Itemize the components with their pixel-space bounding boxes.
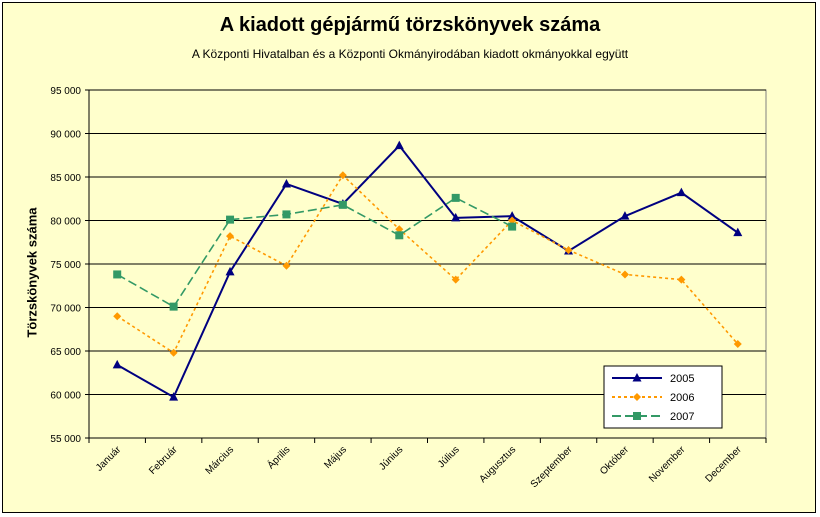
x-tick-label: Április [264,443,292,471]
y-tick-label: 80 000 [50,217,81,228]
data-point-2006 [733,340,742,349]
x-tick-label: Szeptember [529,444,575,490]
data-point-2006 [508,216,517,225]
y-tick-label: 60 000 [50,391,81,402]
legend-marker-2005 [632,373,642,382]
data-point-2007 [169,302,178,311]
data-point-2005 [281,178,291,188]
data-point-2007 [113,270,122,279]
x-tick-label: Január [94,444,124,474]
legend-marker-2006 [633,393,641,401]
data-point-2007 [338,200,347,209]
legend-label-2006: 2006 [670,392,694,404]
data-point-2006 [282,261,291,270]
y-tick-label: 55 000 [50,434,81,445]
series-line-2005 [116,144,739,399]
data-point-2005 [620,211,630,220]
legend-box [603,365,723,429]
x-tick-label: Július [436,444,462,470]
data-point-2006 [169,348,178,357]
data-point-2006 [338,171,347,180]
chart-subtitle: A Központi Hivatalban és a Központi Okmá… [191,47,629,61]
series-line-2007 [116,196,513,308]
y-tick-label: 90 000 [50,130,81,141]
data-point-2007 [226,215,235,224]
x-tick-label: Október [598,444,631,477]
y-tick-label: 85 000 [50,173,81,184]
data-point-2005 [451,212,461,222]
data-point-2006 [451,275,460,284]
data-point-2007 [508,222,517,231]
data-point-2007 [282,210,291,219]
x-tick-label: December [704,444,745,485]
series-line-2006 [116,174,739,354]
data-point-2006 [395,225,404,234]
data-point-2006 [677,275,686,284]
data-point-2007 [451,193,460,202]
y-tick-label: 70 000 [50,304,81,315]
x-tick-label: Március [204,444,237,477]
data-point-2005 [169,392,179,401]
data-point-2005 [676,187,686,197]
data-point-2005 [507,211,517,220]
data-point-2006 [113,312,122,321]
data-point-2006 [226,232,235,241]
chart-title: A kiadott gépjármű törzskönyvek száma [219,14,601,36]
data-point-2005 [112,359,122,369]
data-point-2006 [620,270,629,279]
data-point-2005 [225,266,235,276]
legend-label-2005: 2005 [670,373,694,385]
data-point-2006 [564,246,573,255]
data-point-2005 [394,140,404,150]
x-tick-label: Május [322,444,349,471]
y-tick-label: 95 000 [50,86,81,97]
data-point-2007 [395,231,404,240]
data-point-2005 [733,227,743,237]
x-tick-label: November [647,444,688,485]
legend-label-2007: 2007 [670,411,694,423]
y-tick-label: 65 000 [50,347,81,358]
x-tick-label: Február [147,444,180,477]
x-tick-label: Június [377,444,405,472]
y-tick-label: 75 000 [50,260,81,271]
legend-marker-2007 [633,412,641,420]
x-tick-label: Augusztus [477,444,518,485]
